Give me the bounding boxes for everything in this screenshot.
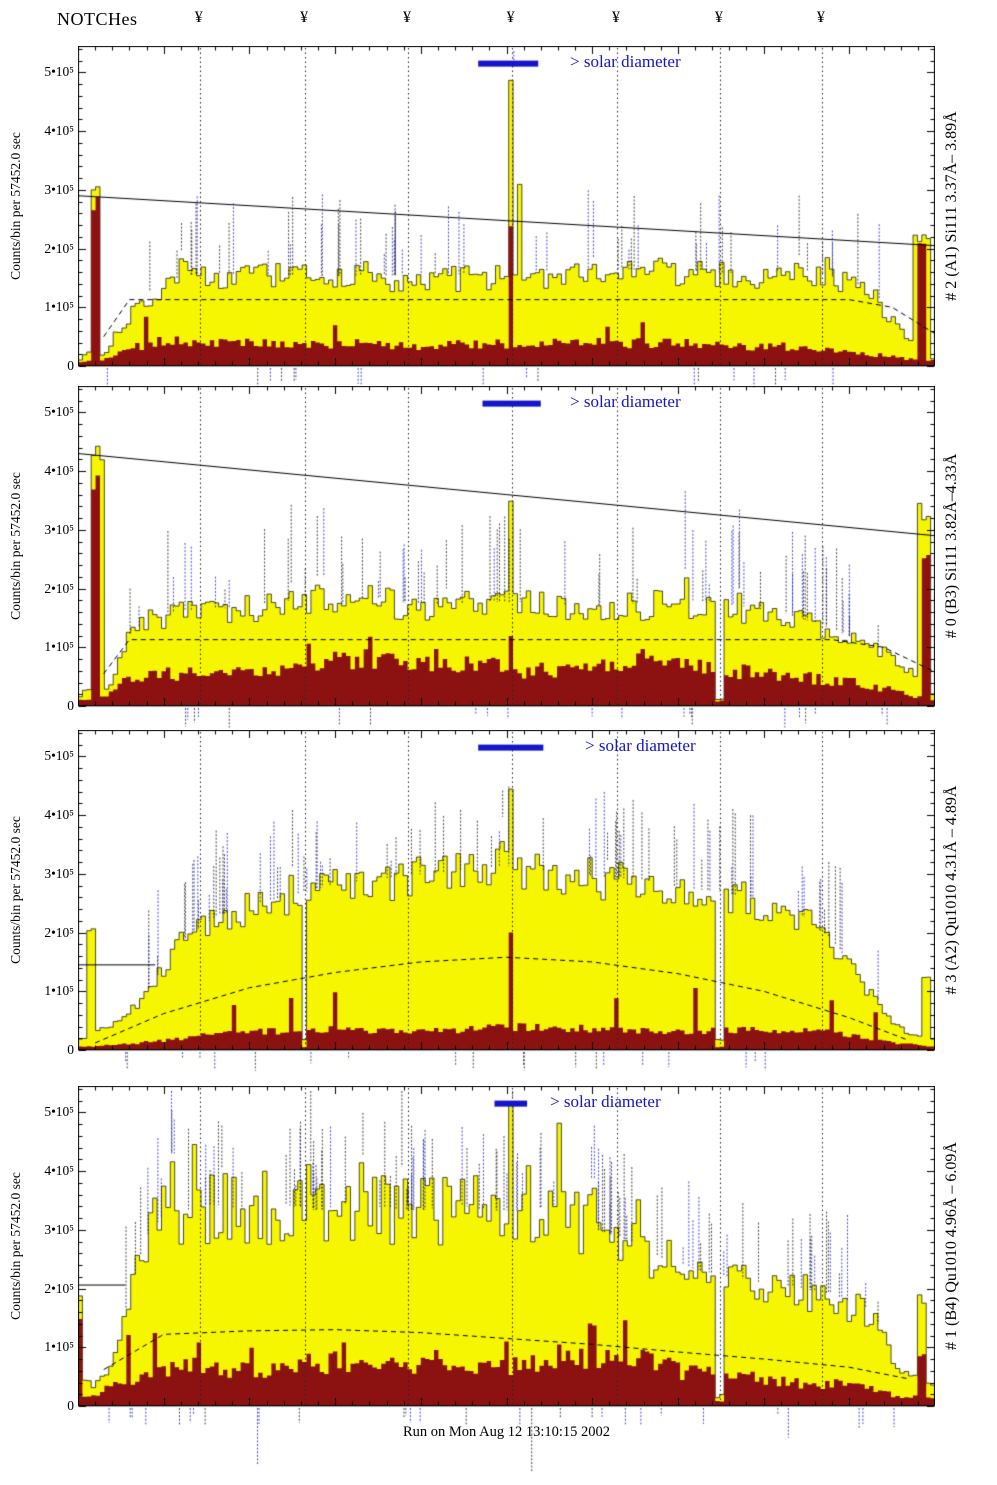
panel-1-plot-canvas bbox=[78, 46, 935, 394]
panel-1-solar-diameter-label: > solar diameter bbox=[570, 52, 681, 71]
y-tick-label: 4•10⁵ bbox=[44, 463, 74, 479]
notch-symbol: ¥ bbox=[816, 9, 825, 26]
panel-4-plot-canvas bbox=[78, 1086, 935, 1485]
panel-2-plot-canvas bbox=[78, 386, 935, 734]
panel-4-y-axis-label: Counts/bin per 57452.0 sec bbox=[8, 1172, 23, 1320]
y-tick-label: 1•10⁵ bbox=[44, 1339, 74, 1355]
panel-2-solar-diameter-label: > solar diameter bbox=[570, 392, 681, 411]
y-tick-label: 0 bbox=[67, 698, 74, 713]
notch-symbol: ¥ bbox=[194, 9, 203, 26]
y-tick-label: 2•10⁵ bbox=[44, 240, 74, 256]
panel-3-plot-canvas bbox=[78, 730, 935, 1078]
notch-symbol: ¥ bbox=[714, 9, 723, 26]
panel-2-right-label: # 0 (B3) Si111 3.82Å–4.33Å bbox=[943, 453, 960, 639]
notches-header-row: NOTCHes ¥ ¥ ¥ ¥ ¥ ¥ ¥ bbox=[0, 0, 997, 38]
spectrum-panel-2: 5•10⁵ 4•10⁵ 3•10⁵ 2•10⁵ 1•10⁵ 0 Counts/bin pe… bbox=[8, 386, 960, 734]
y-tick-label: 1•10⁵ bbox=[44, 639, 74, 655]
notch-symbol: ¥ bbox=[402, 9, 411, 26]
y-tick-label: 5•10⁵ bbox=[44, 64, 74, 80]
y-tick-label: 3•10⁵ bbox=[44, 865, 74, 881]
panel-2-y-axis-label: Counts/bin per 57452.0 sec bbox=[8, 472, 23, 620]
run-timestamp: Run on Mon Aug 12 13:10:15 2002 bbox=[402, 1424, 611, 1440]
spectrum-panel-4: 5•10⁵ 4•10⁵ 3•10⁵ 2•10⁵ 1•10⁵ 0 Counts/bin pe… bbox=[8, 1086, 960, 1485]
panel-1-right-label: # 2 (A1) Si111 3.37Å– 3.89Å bbox=[943, 111, 960, 301]
y-tick-label: 0 bbox=[67, 358, 74, 373]
y-tick-label: 0 bbox=[67, 1042, 74, 1057]
notches-label: NOTCHes bbox=[57, 9, 138, 29]
panel-4-right-label: # 1 (B4) Qu1010 4.96Å – 6.09Å bbox=[943, 1142, 960, 1350]
panel-3-y-axis-label: Counts/bin per 57452.0 sec bbox=[8, 816, 23, 964]
y-tick-label: 3•10⁵ bbox=[44, 521, 74, 537]
y-tick-label: 2•10⁵ bbox=[44, 924, 74, 940]
notch-symbol: ¥ bbox=[300, 9, 309, 26]
y-tick-label: 5•10⁵ bbox=[44, 1104, 74, 1120]
y-tick-label: 4•10⁵ bbox=[44, 123, 74, 139]
notch-symbol: ¥ bbox=[612, 9, 621, 26]
y-tick-label: 4•10⁵ bbox=[44, 807, 74, 823]
y-tick-label: 2•10⁵ bbox=[44, 580, 74, 596]
y-tick-label: 5•10⁵ bbox=[44, 404, 74, 420]
panel-3-right-label: # 3 (A2) Qu1010 4.31Å – 4.89Å bbox=[943, 785, 960, 995]
y-tick-label: 1•10⁵ bbox=[44, 983, 74, 999]
y-tick-label: 4•10⁵ bbox=[44, 1163, 74, 1179]
panel-3-solar-diameter-label: > solar diameter bbox=[585, 736, 696, 755]
y-tick-label: 3•10⁵ bbox=[44, 181, 74, 197]
panel-4-solar-diameter-label: > solar diameter bbox=[550, 1092, 661, 1111]
y-tick-label: 2•10⁵ bbox=[44, 1280, 74, 1296]
panel-1-y-axis-label: Counts/bin per 57452.0 sec bbox=[8, 132, 23, 280]
spectrum-panel-3: 5•10⁵ 4•10⁵ 3•10⁵ 2•10⁵ 1•10⁵ 0 Counts/bin pe… bbox=[8, 730, 960, 1078]
notch-symbol: ¥ bbox=[506, 9, 515, 26]
y-tick-label: 0 bbox=[67, 1398, 74, 1413]
spectrum-panel-1: 5•10⁵ 4•10⁵ 3•10⁵ 2•10⁵ 1•10⁵ 0 Counts/bin pe… bbox=[8, 46, 960, 394]
y-tick-label: 1•10⁵ bbox=[44, 299, 74, 315]
y-tick-label: 3•10⁵ bbox=[44, 1221, 74, 1237]
y-tick-label: 5•10⁵ bbox=[44, 748, 74, 764]
